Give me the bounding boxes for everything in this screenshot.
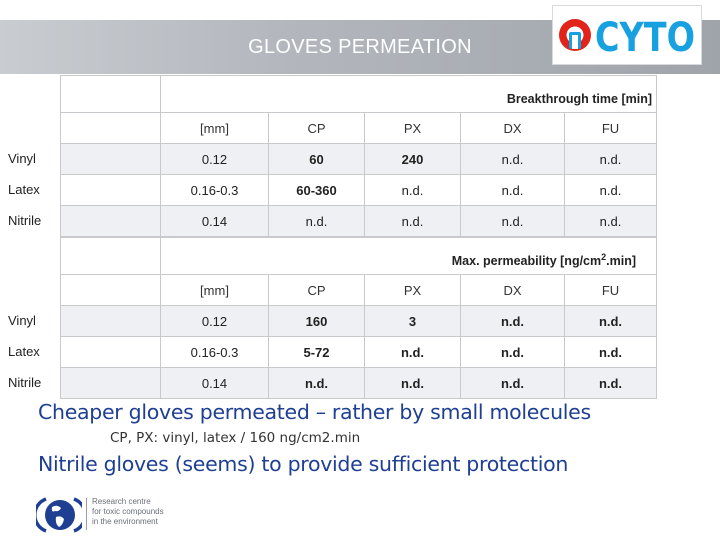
cyto-logo: CYTO [552,5,702,65]
page-title: GLOVES PERMEATION [248,36,472,58]
table-row: Latex 0.16-0.3 60-360 n.d. n.d. n.d. [8,174,657,206]
cell: 3 [364,305,461,337]
table-row: Vinyl 0.12 60 240 n.d. n.d. [8,143,657,175]
header-cp: CP [268,274,365,306]
table-row: Nitrile 0.14 n.d. n.d. n.d. n.d. [8,367,657,399]
row-label-latex: Latex [8,182,40,197]
cell: n.d. [564,174,657,206]
cell: 0.16-0.3 [160,174,269,206]
row-label-nitrile: Nitrile [8,213,42,228]
cell: 60 [268,143,365,175]
table1-corner [60,112,161,144]
row-label-vinyl: Vinyl [8,151,36,166]
cell: n.d. [364,205,461,237]
cell: 160 [268,305,365,337]
header-mm: [mm] [160,274,269,306]
cell: n.d. [460,367,565,399]
conclusion-line-1: Cheaper gloves permeated – rather by sma… [38,400,591,424]
row-label-vinyl: Vinyl [8,313,36,328]
recetox-globe-icon [33,497,87,533]
header-px: PX [364,274,461,306]
cell: n.d. [564,143,657,175]
header-mm: [mm] [160,112,269,144]
header-fu: FU [564,112,657,144]
cell: n.d. [564,205,657,237]
cell: n.d. [564,336,657,368]
header-dx: DX [460,112,565,144]
cell: n.d. [564,305,657,337]
header-px: PX [364,112,461,144]
cell: n.d. [460,143,565,175]
cell: 0.12 [160,305,269,337]
permeability-table: Max. permeability [ng/cm2.min] [mm] CP P… [8,237,657,399]
table-row: Latex 0.16-0.3 5-72 n.d. n.d. n.d. [8,336,657,368]
table2-caption: Max. permeability [ng/cm2.min] [160,237,657,275]
cell: n.d. [460,174,565,206]
cell: n.d. [564,367,657,399]
logo-text: CYTO [595,15,695,61]
table-row: Vinyl 0.12 160 3 n.d. n.d. [8,305,657,337]
cell: 240 [364,143,461,175]
cell: n.d. [268,205,365,237]
cell: n.d. [268,367,365,399]
footer-divider [86,498,87,530]
header-fu: FU [564,274,657,306]
cell: n.d. [364,174,461,206]
header-cp: CP [268,112,365,144]
footer-text: Research centre for toxic compounds in t… [92,497,164,526]
conclusion-line-2: Nitrile gloves (seems) to provide suffic… [38,452,569,476]
header-dx: DX [460,274,565,306]
table-row: Nitrile 0.14 n.d. n.d. n.d. n.d. [8,205,657,237]
cell: 5-72 [268,336,365,368]
cell: 0.12 [160,143,269,175]
conclusion-detail: CP, PX: vinyl, latex / 160 ng/cm2.min [110,430,361,446]
table2-corner [60,274,161,306]
cell: n.d. [460,336,565,368]
cell: 60-360 [268,174,365,206]
table1-caption: Breakthrough time [min] [160,75,657,113]
cell: n.d. [460,205,565,237]
cell: 0.14 [160,367,269,399]
row-label-nitrile: Nitrile [8,375,42,390]
cell: n.d. [364,336,461,368]
cell: n.d. [364,367,461,399]
row-label-latex: Latex [8,344,40,359]
cell: n.d. [460,305,565,337]
breakthrough-table: Breakthrough time [min] [mm] CP PX DX FU… [8,75,657,237]
cell: 0.16-0.3 [160,336,269,368]
cell: 0.14 [160,205,269,237]
